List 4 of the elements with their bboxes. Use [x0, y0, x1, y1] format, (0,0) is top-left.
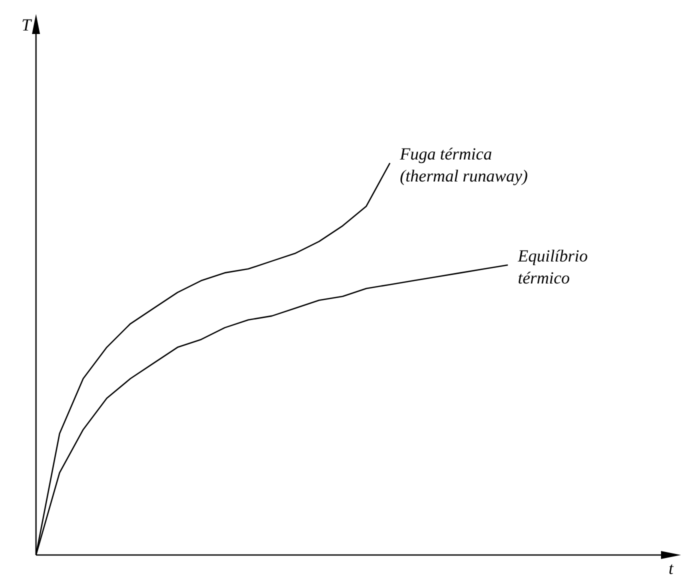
- series-label: Equilíbrio térmico: [516, 246, 588, 288]
- series-label: Fuga térmica (thermal runaway): [398, 144, 528, 186]
- text: T: [22, 15, 33, 34]
- x-axis-title: t: [668, 558, 675, 578]
